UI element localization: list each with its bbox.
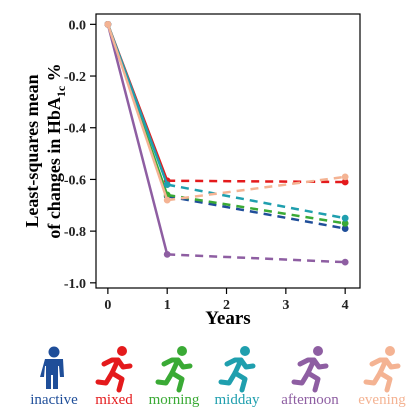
y-axis-title-line-1: Least-squares mean	[22, 74, 42, 227]
legend-item-afternoon: afternoon	[281, 346, 339, 408]
y-axis-title-subscript: 1c	[54, 85, 68, 97]
legend-item-inactive: inactive	[30, 346, 78, 408]
data-point	[341, 214, 349, 222]
legend-item-mixed: mixed	[95, 346, 133, 408]
legend: inactive mixed morning midday afternoon eveni…	[30, 346, 406, 408]
running-person-icon	[218, 346, 256, 393]
data-point	[341, 225, 349, 232]
running-person-icon	[155, 346, 193, 393]
axes: 0.0 -0.2 -0.4 -0.6 -0.8 -1.0 0 1 2 3 4 Years Least-s…	[22, 13, 361, 329]
series-line-solid	[106, 23, 169, 256]
series-evening	[104, 20, 349, 204]
series-line-dashed	[166, 183, 346, 220]
data-point	[163, 250, 171, 258]
y-tick-label: 0.0	[69, 18, 87, 33]
running-person-icon	[363, 346, 401, 393]
legend-label: inactive	[30, 392, 78, 408]
series-line-dashed	[166, 195, 346, 230]
y-tick-label: -0.6	[64, 173, 86, 188]
series-layer	[104, 20, 349, 266]
y-axis-title-main: of changes in HbA	[44, 97, 64, 239]
data-point	[163, 181, 171, 189]
data-point	[104, 20, 112, 28]
standing-person-icon	[40, 346, 64, 389]
x-tick-label: 4	[342, 298, 349, 313]
series-line-dashed	[167, 175, 346, 202]
series-line-solid	[106, 23, 169, 202]
series-line-dashed	[167, 179, 346, 184]
legend-label: mixed	[95, 392, 133, 408]
legend-item-midday: midday	[215, 346, 260, 408]
y-tick-label: -0.4	[64, 122, 86, 137]
series-mixed	[104, 20, 349, 186]
x-tick-label: 3	[282, 298, 289, 313]
data-point	[163, 196, 171, 204]
legend-label: midday	[215, 392, 260, 408]
x-tick-label: 0	[104, 298, 111, 313]
y-axis-title: Least-squares mean of changes in HbA1c %	[22, 63, 68, 238]
plot-frame	[95, 13, 361, 289]
legend-item-morning: morning	[149, 346, 200, 408]
y-tick-label: -0.8	[64, 225, 86, 240]
x-tick-label: 2	[223, 298, 230, 313]
y-tick-label: -0.2	[64, 70, 86, 85]
legend-label: evening	[358, 392, 406, 408]
data-point	[341, 173, 349, 181]
legend-label: morning	[149, 392, 200, 408]
legend-item-evening: evening	[358, 346, 406, 408]
data-point	[341, 178, 349, 186]
running-person-icon	[95, 346, 133, 393]
x-axis-title: Years	[205, 308, 250, 329]
data-point	[341, 258, 349, 266]
y-tick-label: -1.0	[64, 277, 86, 292]
y-axis-title-unit: %	[44, 63, 64, 86]
legend-label: afternoon	[281, 392, 339, 408]
data-point	[341, 219, 349, 227]
y-axis-title-line-2: of changes in HbA1c %	[44, 63, 68, 238]
series-line-dashed	[166, 193, 346, 225]
running-person-icon	[291, 346, 329, 393]
series-line-dashed	[167, 253, 346, 264]
series-afternoon	[104, 20, 349, 266]
x-tick-label: 1	[164, 298, 171, 313]
